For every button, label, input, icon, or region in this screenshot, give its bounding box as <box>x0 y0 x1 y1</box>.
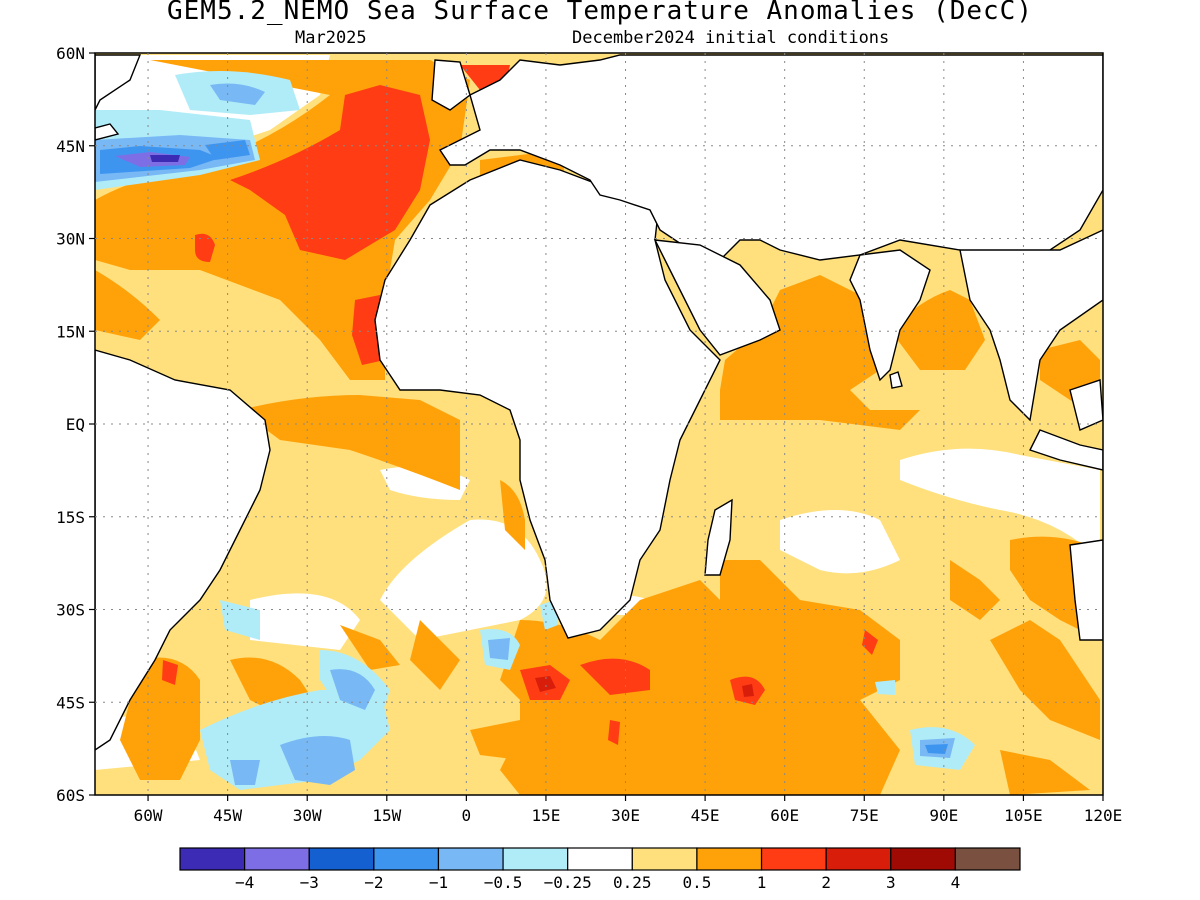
lon-tick-label: 15E <box>531 806 560 825</box>
lat-tick-label: 15N <box>56 322 85 341</box>
lat-tick-label: 30S <box>56 601 85 620</box>
lat-tick-label: 60N <box>56 44 85 63</box>
colorbar-swatch <box>954 847 1021 871</box>
anomaly-field <box>95 53 1103 795</box>
lat-tick-label: 15S <box>56 508 85 527</box>
lon-tick-label: 45E <box>691 806 720 825</box>
india-landmass <box>849 249 931 382</box>
indonesia-landmass <box>1029 429 1103 471</box>
colorbar-swatch <box>825 847 892 871</box>
lon-tick-label: 120E <box>1084 806 1123 825</box>
lat-tick-label: 45S <box>56 693 85 712</box>
colorbar-swatch <box>179 847 246 871</box>
lat-tick-label: 60S <box>56 786 85 805</box>
colorbar-swatch <box>567 847 633 871</box>
colorbar-swatch <box>308 847 375 871</box>
lon-tick-label: 60E <box>770 806 799 825</box>
colorbar-label: 3 <box>886 873 896 892</box>
map-title: GEM5.2_NEMO Sea Surface Temperature Anom… <box>167 0 1033 26</box>
lon-tick-label: 45W <box>213 806 242 825</box>
colorbar-label: 2 <box>821 873 831 892</box>
colorbar-swatch <box>760 847 827 871</box>
lon-tick-label: 15W <box>372 806 401 825</box>
lon-tick-label: 0 <box>462 806 472 825</box>
colorbar-label: −0.5 <box>484 873 523 892</box>
sri-lanka-landmass <box>889 371 903 389</box>
south-america-landmass <box>95 349 271 751</box>
latitude-axis: 60N 45N 30N 15N EQ 15S 30S 45S 60S <box>56 44 95 805</box>
land-masses <box>95 54 1103 751</box>
colorbar-label: 4 <box>951 873 961 892</box>
lon-tick-label: 75E <box>850 806 879 825</box>
north-america-landmass <box>95 54 142 111</box>
madagascar-landmass <box>704 498 733 576</box>
lat-tick-label: EQ <box>66 415 85 434</box>
extreme-negative-core <box>150 155 180 162</box>
lon-tick-label: 105E <box>1004 806 1043 825</box>
colorbar-label: −3 <box>300 873 319 892</box>
graticule <box>95 53 1103 795</box>
colorbar-label: −2 <box>364 873 383 892</box>
greenland-landmass <box>95 123 120 141</box>
lat-tick-label: 45N <box>56 137 85 156</box>
europe-landmass <box>438 54 1103 261</box>
arabia-landmass <box>653 239 781 356</box>
colorbar-swatch <box>373 847 440 871</box>
forecast-month: Mar2025 <box>295 28 367 48</box>
british-isles-landmass <box>431 59 471 111</box>
colorbar-label: −1 <box>429 873 448 892</box>
borneo-landmass <box>1069 379 1103 431</box>
colorbar-swatch <box>502 847 569 871</box>
colorbar-label: −4 <box>235 873 254 892</box>
colorbar-swatch <box>437 847 504 871</box>
lon-tick-label: 30E <box>611 806 640 825</box>
lon-tick-label: 30W <box>293 806 322 825</box>
very-strong-positive-cores <box>535 676 754 697</box>
lon-tick-label: 90E <box>929 806 958 825</box>
colorbar-label: 0.25 <box>613 873 652 892</box>
australia-landmass <box>1069 539 1103 641</box>
initial-conditions-label: December2024 initial conditions <box>572 28 890 48</box>
southeast-asia-landmass <box>959 229 1103 422</box>
colorbar-swatch <box>696 847 763 871</box>
colorbar-swatch <box>890 847 956 871</box>
longitude-axis: 60W 45W 30W 15W 0 15E 30E 45E 60E 75E 90E 105E 120E <box>134 795 1123 825</box>
colorbar-swatch <box>244 847 310 871</box>
colorbar-label: −0.25 <box>544 873 592 892</box>
colorbar-swatch <box>631 847 698 871</box>
colorbar-label: 1 <box>757 873 767 892</box>
lat-tick-label: 30N <box>56 230 85 249</box>
colorbar-legend: −4 −3 −2 −1 −0.5 −0.25 0.25 0.5 1 2 3 4 <box>179 847 1021 892</box>
lon-tick-label: 60W <box>134 806 163 825</box>
colorbar-label: 0.5 <box>682 873 711 892</box>
